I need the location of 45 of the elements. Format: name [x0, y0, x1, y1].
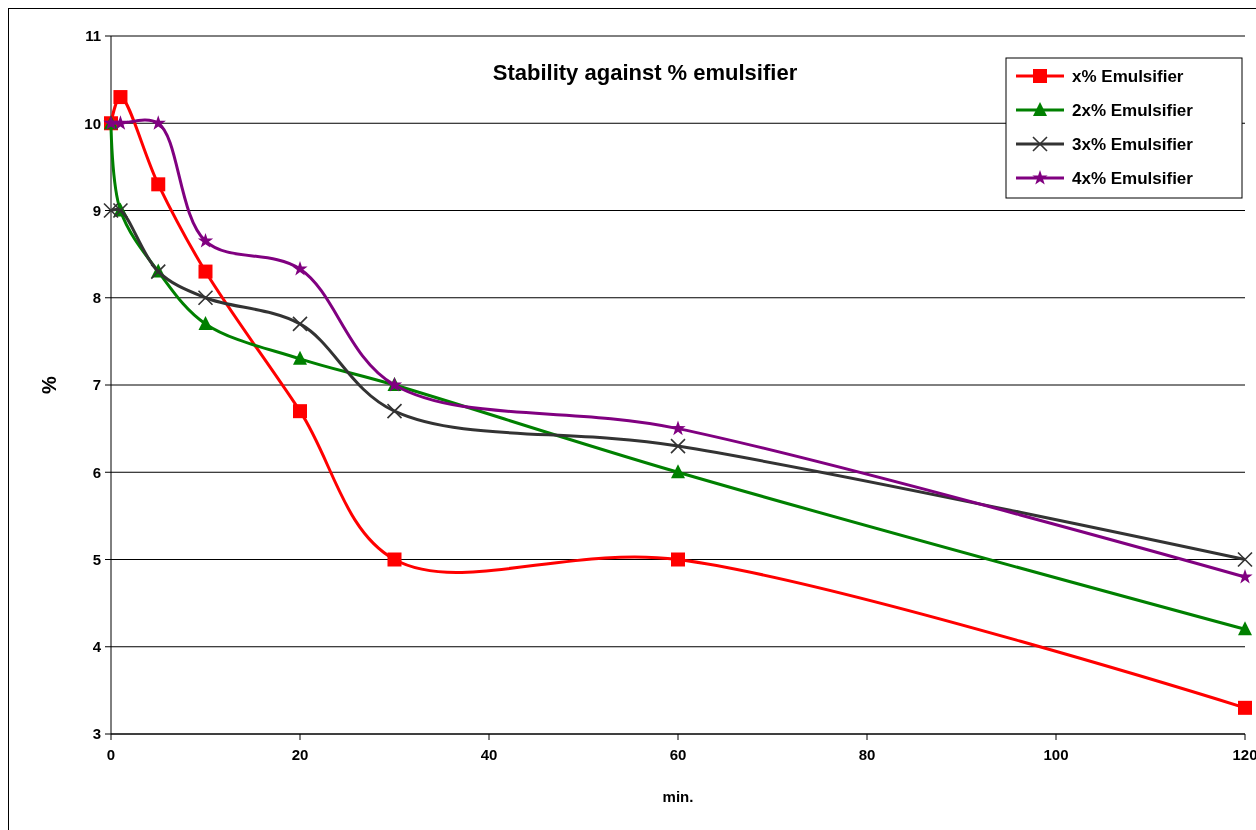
legend-label: x% Emulsifier [1072, 66, 1184, 86]
point [293, 350, 307, 365]
point [1238, 700, 1252, 715]
point [198, 315, 213, 330]
point [1237, 551, 1253, 568]
point [387, 552, 402, 567]
y-tick-label: 10 [84, 114, 101, 132]
point [671, 552, 685, 567]
point [292, 316, 308, 332]
legend-label: 4x% Emulsifier [1072, 168, 1194, 188]
legend-label: 2x% Emulsifier [1072, 100, 1194, 120]
y-tick-label: 7 [92, 376, 101, 394]
x-tick-label: 60 [669, 746, 687, 763]
legend-label: 3x% Emulsifier [1072, 134, 1194, 154]
point [670, 420, 686, 436]
point [103, 202, 119, 219]
y-tick-label: 3 [92, 725, 101, 743]
point [671, 464, 685, 479]
x-tick-label: 100 [1043, 746, 1069, 763]
x-tick-label: 120 [1232, 746, 1256, 763]
x-tick-label: 20 [291, 746, 309, 763]
point [292, 260, 308, 276]
point [670, 438, 686, 454]
x-tick-label: 80 [858, 746, 876, 763]
y-tick-label: 9 [92, 201, 101, 219]
y-tick-label: 5 [92, 550, 101, 568]
point [293, 404, 307, 419]
text: Stability against % emulsifier [492, 60, 798, 85]
y-axis-title: % [38, 375, 60, 394]
y-tick-label: 11 [85, 27, 101, 45]
point [113, 90, 128, 105]
point [1238, 621, 1252, 636]
y-tick-label: 8 [92, 289, 101, 306]
point [150, 115, 166, 130]
point [112, 115, 129, 130]
point [198, 264, 213, 279]
point [151, 177, 166, 192]
point [386, 403, 403, 419]
x-axis-title: min. [662, 788, 694, 805]
y-tick-label: 4 [92, 638, 102, 655]
x-tick-label: 40 [480, 746, 498, 763]
x-tick-label: 0 [106, 746, 116, 763]
point [197, 232, 214, 248]
point [197, 289, 214, 306]
y-tick-label: 6 [92, 463, 101, 481]
